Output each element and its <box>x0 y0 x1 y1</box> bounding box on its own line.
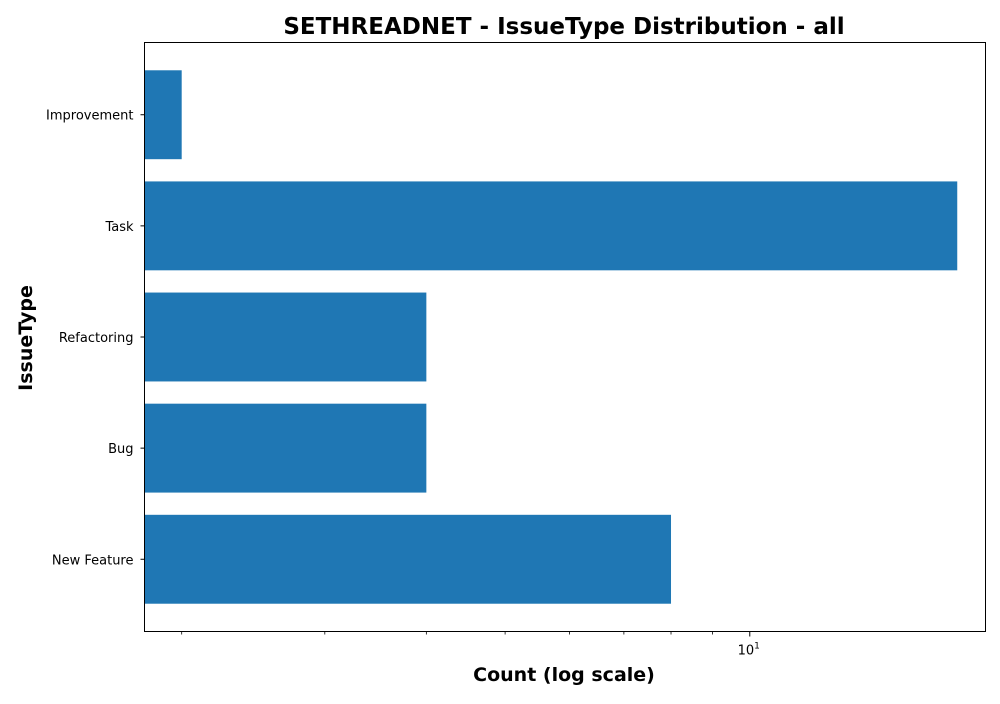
plot-area-frame <box>144 42 986 632</box>
y-tick-label: Refactoring <box>59 331 134 346</box>
bar-refactoring <box>144 292 427 382</box>
y-tick-label: Task <box>104 220 134 235</box>
y-tick-label: New Feature <box>52 553 134 568</box>
y-axis-label: IssueType <box>15 285 37 391</box>
x-axis-label: Count (log scale) <box>473 664 655 686</box>
y-tick-label: Improvement <box>46 109 133 124</box>
bar-new-feature <box>144 514 672 604</box>
y-tick-label: Bug <box>108 442 133 457</box>
bar-task <box>144 181 958 271</box>
x-tick-label-exponent: 1 <box>754 642 760 652</box>
bars-layer <box>144 70 958 604</box>
bar-bug <box>144 403 427 493</box>
y-axis: Improvement Task Refactoring Bug New Feature <box>46 109 145 568</box>
chart-title: SETHREADNET - IssueType Distribution - a… <box>283 14 844 40</box>
bar-improvement <box>144 70 182 160</box>
